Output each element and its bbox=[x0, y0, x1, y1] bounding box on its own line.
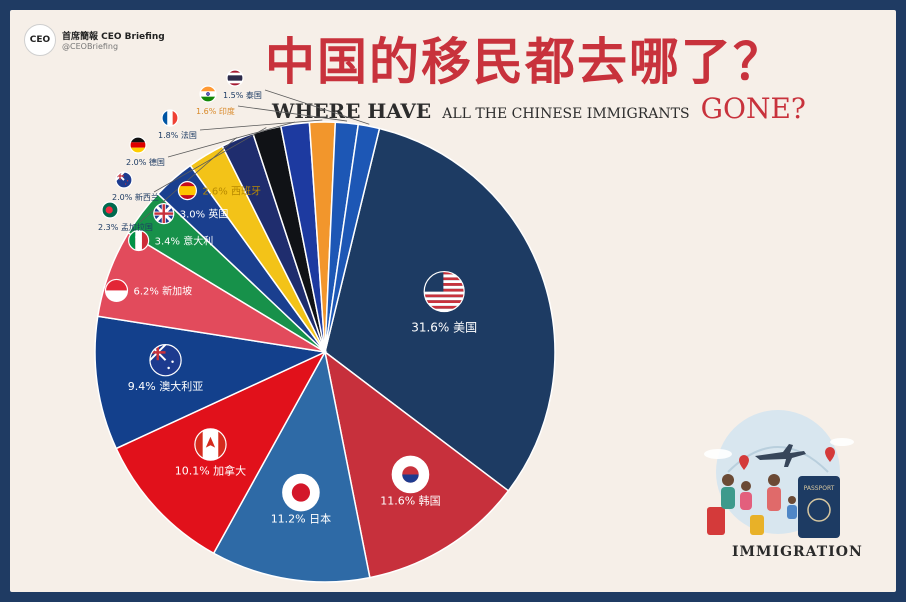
title-en-part1: WHERE HAVE bbox=[272, 99, 432, 123]
person-body-4 bbox=[787, 505, 797, 519]
bd-flag-icon bbox=[102, 202, 118, 218]
slice-label-text: 1.5% 泰国 bbox=[223, 90, 262, 100]
flag-border bbox=[153, 202, 175, 225]
brand-handle: @CEOBriefing bbox=[62, 42, 119, 51]
slice-label-th: 1.5% 泰国 bbox=[223, 69, 262, 100]
leader-line bbox=[237, 105, 348, 122]
flag-border bbox=[115, 171, 133, 189]
passport-emblem bbox=[807, 498, 831, 522]
title-en-part2: ALL THE CHINESE IMMIGRANTS bbox=[442, 106, 690, 122]
slice-label-sg: 6.2% 新加坡 bbox=[104, 278, 192, 303]
person-head-3 bbox=[768, 474, 780, 486]
pie-leader-lines bbox=[139, 89, 370, 223]
pie-slice-au bbox=[94, 315, 328, 450]
chart-title-english: WHERE HAVE ALL THE CHINESE IMMIGRANTS GO… bbox=[272, 92, 806, 125]
flag-border bbox=[101, 201, 119, 219]
slice-label-text: 2.6% 西班牙 bbox=[202, 186, 261, 198]
it-flag-icon bbox=[128, 230, 149, 251]
fr-flag-icon bbox=[162, 110, 178, 126]
cloud-shape bbox=[704, 449, 732, 459]
person-head-1 bbox=[722, 474, 734, 486]
slice-label-text: 2.0% 新西兰 bbox=[112, 192, 159, 202]
slice-label-kr: 11.6% 韩国 bbox=[380, 455, 441, 507]
slice-label-text: 3.0% 英国 bbox=[180, 208, 229, 221]
person-body-2 bbox=[740, 492, 752, 510]
cloud-shape-2 bbox=[830, 438, 854, 446]
passport-text: PASSPORT bbox=[804, 485, 835, 492]
person-body-1 bbox=[721, 487, 735, 509]
slice-label-text: 2.0% 德国 bbox=[126, 157, 165, 167]
slice-label-it: 3.4% 意大利 bbox=[128, 229, 214, 252]
location-pin-icon-2 bbox=[825, 447, 835, 462]
slice-label-text: 1.8% 法国 bbox=[158, 130, 197, 140]
flag-border bbox=[194, 428, 227, 461]
flag-border bbox=[391, 455, 430, 494]
brand-logo: CEO bbox=[24, 24, 56, 56]
de-flag-icon bbox=[130, 137, 146, 153]
leader-line bbox=[264, 89, 370, 125]
leader-line bbox=[167, 121, 295, 158]
person-head-2 bbox=[741, 481, 751, 491]
flag-border bbox=[282, 473, 320, 512]
flag-border bbox=[199, 85, 217, 103]
slice-label-es: 2.6% 西班牙 bbox=[177, 181, 261, 201]
leader-line bbox=[153, 127, 267, 193]
slice-label-text: 3.4% 意大利 bbox=[155, 235, 214, 248]
slice-label-text: 6.2% 新加坡 bbox=[133, 284, 192, 297]
slice-label-bd: 2.3% 孟加拉国 bbox=[98, 201, 153, 232]
pie-slice-jp bbox=[212, 349, 371, 583]
pie-labels: 31.6% 美国 11.6% 韩国 11.2% 日本 10.1% 加拿大 9.4% 澳大… bbox=[98, 69, 477, 526]
slice-label-text: 1.6% 印度 bbox=[196, 106, 235, 116]
brand-header: CEO 首席簡報 CEO Briefing @CEOBriefing bbox=[24, 24, 165, 56]
slice-label-jp: 11.2% 日本 bbox=[271, 473, 331, 526]
ca-flag-icon bbox=[194, 428, 227, 461]
brand-name: 首席簡報 CEO Briefing bbox=[62, 32, 165, 42]
airplane-icon bbox=[755, 444, 806, 467]
slice-label-text: 10.1% 加拿大 bbox=[175, 464, 246, 478]
slice-label-nz: 2.0% 新西兰 bbox=[112, 171, 159, 202]
flag-border bbox=[423, 270, 465, 313]
es-flag-icon bbox=[178, 181, 197, 200]
slice-label-text: 31.6% 美国 bbox=[411, 321, 477, 335]
slice-label-in: 1.6% 印度 bbox=[196, 85, 235, 116]
suitcase-yellow-icon bbox=[750, 515, 764, 535]
illustration-label: IMMIGRATION bbox=[732, 544, 863, 560]
pie-chart: 31.6% 美国 11.6% 韩国 11.2% 日本 10.1% 加拿大 9.4% 澳大… bbox=[94, 69, 854, 583]
flag-border bbox=[104, 278, 129, 303]
globe-arc bbox=[727, 446, 829, 473]
chart-title-chinese: 中国的移民都去哪了？ bbox=[265, 33, 785, 91]
flag-border bbox=[226, 69, 244, 87]
leader-line bbox=[199, 119, 323, 131]
passport-icon bbox=[798, 476, 840, 538]
flag-border bbox=[128, 229, 150, 252]
jp-flag-icon bbox=[282, 474, 320, 511]
slice-label-fr: 1.8% 法国 bbox=[158, 109, 197, 140]
kr-flag-icon bbox=[392, 456, 429, 493]
flag-border bbox=[177, 181, 197, 201]
slice-label-text: 11.2% 日本 bbox=[271, 512, 331, 526]
brand-text: 首席簡報 CEO Briefing @CEOBriefing bbox=[62, 29, 165, 51]
slice-label-ca: 10.1% 加拿大 bbox=[175, 428, 246, 478]
immigration-illustration: PASSPORT bbox=[704, 410, 854, 538]
slice-label-de: 2.0% 德国 bbox=[126, 136, 165, 167]
slice-label-text: 9.4% 澳大利亚 bbox=[128, 379, 203, 393]
th-flag-icon bbox=[227, 70, 243, 86]
in-flag-icon bbox=[200, 86, 216, 102]
infographic-frame: CEO 首席簡報 CEO Briefing @CEOBriefing 中国的移民… bbox=[10, 10, 896, 592]
slice-label-text: 11.6% 韩国 bbox=[380, 493, 440, 507]
flag-border bbox=[149, 343, 182, 377]
person-head-4 bbox=[788, 496, 796, 504]
slice-label-gb: 3.0% 英国 bbox=[153, 202, 229, 225]
location-pin-icon bbox=[739, 455, 749, 470]
suitcase-red-icon bbox=[707, 507, 725, 535]
flag-border bbox=[161, 109, 179, 127]
sg-flag-icon bbox=[105, 279, 128, 302]
flag-border bbox=[129, 136, 147, 154]
title-en-part3: GONE? bbox=[700, 92, 806, 125]
pie-slice-th bbox=[324, 123, 381, 353]
slice-label-text: 2.3% 孟加拉国 bbox=[98, 222, 153, 232]
person-body-3 bbox=[767, 487, 781, 511]
